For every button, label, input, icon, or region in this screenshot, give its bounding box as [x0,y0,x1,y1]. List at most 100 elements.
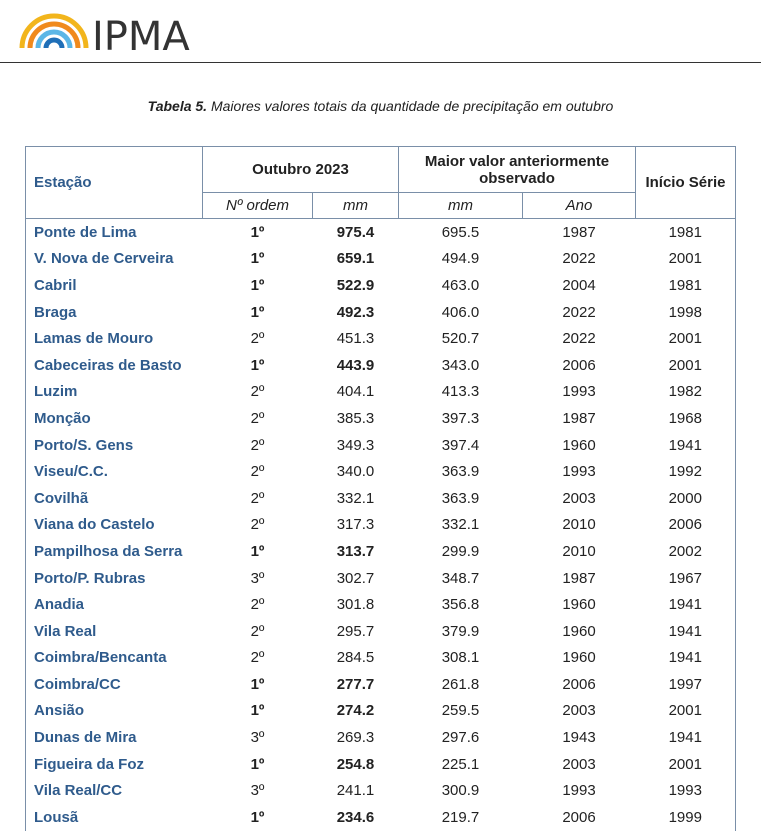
value-cell: 1941 [668,649,702,667]
value-cell: 332.1 [336,489,375,507]
caption: Tabela 5. Maiores valores totais da quan… [0,98,761,114]
table-row: V. Nova de Cerveira 1º 659.1 494.9 2022 2001 [26,246,736,273]
value-cell: 2001 [668,356,702,374]
value-cell: 1993 [668,782,702,800]
value-cell: 1987 [562,223,596,241]
value-cell: 2º [250,596,265,614]
value-cell: 695.5 [441,223,480,241]
table-row: Figueira da Foz 1º 254.8 225.1 2003 2001 [26,751,736,778]
station-cell: Viana do Castelo [34,516,155,534]
value-cell: 254.8 [336,755,375,773]
header-cell: Estação [25,146,203,219]
value-cell: 3º [250,782,265,800]
table-row: Pampilhosa da Serra 1º 313.7 299.9 2010 2002 [26,538,736,565]
value-cell: 1967 [668,569,702,587]
value-cell: 2º [250,383,265,401]
subheader-cell: Ano [522,192,636,219]
value-cell: 975.4 [336,223,375,241]
table-row: Lamas de Mouro 2º 451.3 520.7 2022 2001 [26,325,736,352]
value-cell: 494.9 [441,250,480,268]
value-cell: 379.9 [441,622,480,640]
value-cell: 1998 [668,303,702,321]
value-cell: 2006 [562,356,596,374]
value-cell: 1960 [562,649,596,667]
value-cell: 2006 [562,675,596,693]
value-cell: 349.3 [336,436,375,454]
value-cell: 2º [250,622,265,640]
table-row: Braga 1º 492.3 406.0 2022 1998 [26,299,736,326]
value-cell: 1941 [668,436,702,454]
table-row: Viana do Castelo 2º 317.3 332.1 2010 2006 [26,512,736,539]
value-cell: 2001 [668,330,702,348]
value-cell: 1º [250,702,265,720]
table-row: Lousã 1º 234.6 219.7 2006 1999 [26,804,736,831]
value-cell: 2º [250,489,265,507]
value-cell: 259.5 [441,702,480,720]
value-cell: 443.9 [336,356,375,374]
divider [0,62,761,63]
station-cell: Dunas de Mira [34,729,137,747]
value-cell: 1993 [562,463,596,481]
value-cell: 2022 [562,303,596,321]
value-cell: 1941 [668,622,702,640]
station-cell: Figueira da Foz [34,755,145,773]
value-cell: 1º [250,250,265,268]
table-row: Coimbra/Bencanta 2º 284.5 308.1 1960 1941 [26,645,736,672]
value-cell: 1968 [668,409,702,427]
logo: IPMA [19,13,190,56]
value-cell: 659.1 [336,250,375,268]
station-cell: Cabril [34,276,77,294]
table-row: Porto/S. Gens 2º 349.3 397.4 1960 1941 [26,432,736,459]
value-cell: 317.3 [336,516,375,534]
value-cell: 385.3 [336,409,375,427]
value-cell: 520.7 [441,330,480,348]
value-cell: 1941 [668,729,702,747]
value-cell: 2002 [668,542,702,560]
value-cell: 2000 [668,489,702,507]
value-cell: 451.3 [336,330,375,348]
value-cell: 274.2 [336,702,375,720]
station-cell: Coimbra/Bencanta [34,649,167,667]
station-cell: Luzim [34,383,78,401]
value-cell: 1º [250,675,265,693]
value-cell: 2º [250,463,265,481]
value-cell: 340.0 [336,463,375,481]
station-cell: Monção [34,409,91,427]
value-cell: 1981 [668,223,702,241]
value-cell: 269.3 [336,729,375,747]
value-cell: 1941 [668,596,702,614]
value-cell: 404.1 [336,383,375,401]
value-cell: 261.8 [441,675,480,693]
station-cell: Vila Real/CC [34,782,123,800]
table-row: Covilhã 2º 332.1 363.9 2003 2000 [26,485,736,512]
value-cell: 241.1 [336,782,375,800]
value-cell: 284.5 [336,649,375,667]
station-cell: Lamas de Mouro [34,330,154,348]
value-cell: 1999 [668,808,702,826]
value-cell: 1960 [562,596,596,614]
station-cell: Pampilhosa da Serra [34,542,183,560]
station-cell: Anadia [34,596,85,614]
value-cell: 332.1 [441,516,480,534]
value-cell: 2º [250,649,265,667]
station-cell: Porto/S. Gens [34,436,134,454]
value-cell: 397.4 [441,436,480,454]
value-cell: 2003 [562,702,596,720]
value-cell: 225.1 [441,755,480,773]
table-row: Cabril 1º 522.9 463.0 2004 1981 [26,272,736,299]
value-cell: 2º [250,516,265,534]
value-cell: 2001 [668,702,702,720]
value-cell: 1º [250,808,265,826]
value-cell: 2022 [562,250,596,268]
value-cell: 1943 [562,729,596,747]
table-row: Vila Real 2º 295.7 379.9 1960 1941 [26,618,736,645]
subheader-cell: Nº ordem [202,192,313,219]
value-cell: 492.3 [336,303,375,321]
caption-label: Tabela 5. [147,98,208,114]
value-cell: 1º [250,276,265,294]
header-cell: Início Série [635,146,736,219]
table-row: Ansião 1º 274.2 259.5 2003 2001 [26,698,736,725]
station-cell: Porto/P. Rubras [34,569,146,587]
table-row: Viseu/C.C. 2º 340.0 363.9 1993 1992 [26,458,736,485]
